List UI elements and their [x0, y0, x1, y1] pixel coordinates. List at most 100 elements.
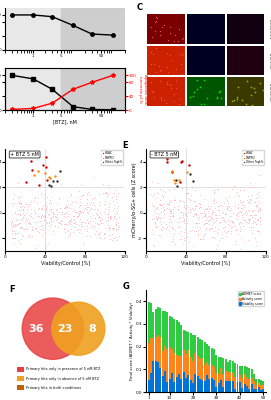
Point	[65, 228, 70, 234]
Point	[249, 211, 254, 218]
Point	[52, 211, 56, 217]
Point	[172, 204, 176, 211]
Point	[114, 234, 118, 240]
Point	[18, 224, 23, 231]
Point	[93, 231, 97, 238]
Point	[14, 222, 18, 228]
Point	[155, 224, 160, 230]
Point	[98, 218, 102, 224]
Point	[155, 206, 159, 213]
Point	[167, 223, 171, 230]
Point	[13, 209, 17, 216]
Point	[218, 202, 222, 208]
Point	[185, 213, 189, 219]
Bar	[215, 373, 217, 387]
Bar	[260, 380, 262, 385]
Bar	[147, 46, 185, 75]
Point	[113, 226, 118, 232]
Point	[28, 234, 33, 240]
Text: Primary hits in both conditions: Primary hits in both conditions	[26, 386, 81, 390]
Point	[178, 208, 182, 215]
Point	[36, 194, 40, 201]
Point	[80, 219, 84, 226]
Point	[63, 210, 67, 216]
Point	[158, 233, 162, 239]
Point	[12, 191, 17, 198]
Point	[95, 212, 100, 218]
Point	[153, 19, 157, 25]
Point	[63, 229, 67, 235]
Point	[114, 207, 119, 214]
Point	[150, 216, 154, 222]
Point	[211, 209, 215, 216]
Point	[254, 194, 259, 201]
Point	[44, 220, 49, 226]
Point	[102, 231, 106, 237]
Point	[76, 229, 81, 235]
Point	[55, 178, 59, 185]
Circle shape	[22, 298, 83, 359]
Point	[107, 200, 112, 206]
Bar	[61, 8, 125, 50]
Point	[102, 201, 106, 207]
Point	[115, 198, 119, 205]
Point	[178, 61, 183, 68]
Point	[77, 212, 82, 218]
Bar	[222, 358, 224, 374]
Point	[216, 226, 220, 232]
Point	[78, 216, 82, 222]
Bar	[215, 355, 217, 373]
Point	[254, 221, 259, 228]
Point	[231, 210, 236, 216]
Point	[204, 226, 208, 233]
Point	[196, 231, 200, 238]
Point	[162, 206, 166, 212]
Point	[30, 224, 34, 230]
Point	[70, 229, 75, 236]
Point	[237, 192, 241, 199]
Bar	[251, 378, 253, 384]
Point	[73, 223, 77, 230]
Point	[102, 234, 106, 241]
Point	[58, 221, 63, 228]
Point	[208, 213, 212, 219]
Point	[254, 220, 258, 227]
Bar	[262, 385, 264, 389]
Bar	[246, 377, 248, 386]
Point	[51, 209, 55, 215]
Point	[252, 212, 256, 218]
Point	[114, 216, 118, 222]
Point	[67, 221, 71, 228]
Point	[240, 202, 244, 208]
Point	[158, 202, 162, 209]
Point	[165, 50, 170, 56]
Point	[47, 215, 52, 221]
Point	[246, 193, 250, 200]
Point	[188, 197, 192, 204]
Point	[168, 210, 172, 217]
Bar	[152, 361, 154, 392]
Point	[77, 188, 81, 194]
Point	[86, 204, 91, 210]
Point	[219, 235, 223, 242]
Bar	[255, 390, 257, 392]
Point	[222, 227, 226, 234]
Point	[114, 187, 118, 194]
Point	[91, 224, 95, 231]
Point	[74, 198, 78, 205]
Point	[50, 231, 55, 237]
Point	[27, 231, 31, 238]
Point	[236, 213, 240, 219]
Point	[92, 220, 97, 226]
Point	[258, 80, 262, 86]
Point	[36, 213, 41, 220]
Point	[223, 219, 227, 226]
Point	[12, 200, 16, 206]
Point	[216, 202, 220, 209]
Point	[193, 228, 198, 234]
Point	[194, 203, 198, 209]
Point	[207, 217, 211, 223]
Point	[44, 206, 48, 212]
Point	[162, 206, 166, 213]
Point	[86, 210, 91, 216]
